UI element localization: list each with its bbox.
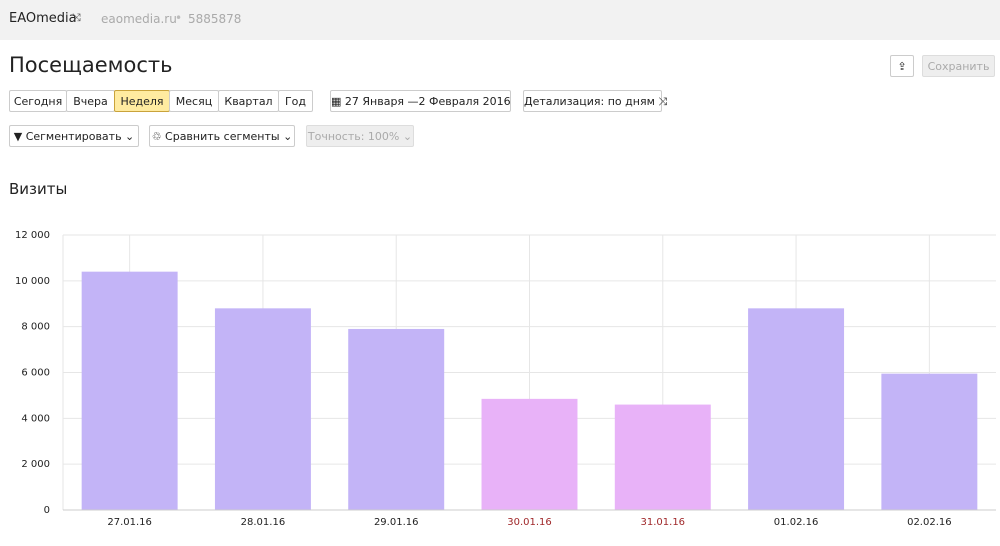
export-button[interactable]: ⇪ (890, 55, 914, 77)
segment-button[interactable]: ▼ Сегментировать ⌄ (9, 125, 139, 147)
period-button[interactable]: Квартал (218, 90, 279, 112)
bar (348, 328, 445, 510)
period-button[interactable]: Неделя (114, 90, 170, 112)
accuracy-text: Точность: 100% (307, 130, 400, 143)
x-tick-label: 27.01.16 (107, 517, 152, 528)
period-button[interactable]: Сегодня (9, 90, 67, 112)
y-tick-label: 6 000 (21, 368, 50, 379)
y-tick-label: 4 000 (21, 413, 50, 424)
site-domain: eaomedia.ru (101, 12, 177, 26)
period-button[interactable]: Вчера (66, 90, 115, 112)
site-switch[interactable]: ⤨ (72, 11, 81, 24)
chart: 0 2 000 4 000 6 000 8 000 10 000 12 000 27.01.1… (15, 230, 996, 528)
detail-text: Детализация: по дням (524, 95, 655, 108)
y-tick-label: 10 000 (15, 276, 50, 287)
counter-id: 5885878 (188, 12, 242, 26)
x-tick-label: 29.01.16 (374, 517, 419, 528)
bar (481, 398, 578, 510)
period-button[interactable]: Год (278, 90, 313, 112)
x-tick-label: 01.02.16 (774, 517, 819, 528)
top-bar: EAOmedia ⤨ eaomedia.ru • 5885878 (0, 0, 1000, 40)
bar (881, 373, 978, 510)
save-button[interactable]: Сохранить (922, 55, 995, 77)
site-name[interactable]: EAOmedia (9, 11, 77, 26)
bar (614, 404, 711, 510)
bar (748, 308, 845, 510)
compare-button[interactable]: ♲ Сравнить сегменты ⌄ (149, 125, 295, 147)
y-tick-label: 0 (44, 505, 50, 516)
x-tick-label: 31.01.16 (641, 517, 686, 528)
x-tick-label: 28.01.16 (241, 517, 286, 528)
date-range-text: 27 Января —2 Февраля 2016 (344, 95, 511, 108)
separator: • (175, 11, 183, 25)
y-tick-label: 8 000 (21, 322, 50, 333)
detail-select[interactable]: Детализация: по дням ⤨ (523, 90, 667, 112)
compare-text: Сравнить сегменты (165, 130, 280, 143)
chart-title: Визиты (9, 180, 68, 198)
x-tick-label: 30.01.16 (507, 517, 552, 528)
bar (81, 271, 178, 510)
segment-text: Сегментировать (25, 130, 122, 143)
y-tick-label: 2 000 (21, 459, 50, 470)
date-range[interactable]: ▦ 27 Января —2 Февраля 2016 (330, 90, 511, 112)
bar (214, 308, 311, 510)
y-tick-label: 12 000 (15, 230, 50, 241)
accuracy-button[interactable]: Точность: 100% ⌄ (306, 125, 414, 147)
page-title: Посещаемость (9, 53, 173, 77)
period-button[interactable]: Месяц (169, 90, 219, 112)
x-tick-label: 02.02.16 (907, 517, 952, 528)
